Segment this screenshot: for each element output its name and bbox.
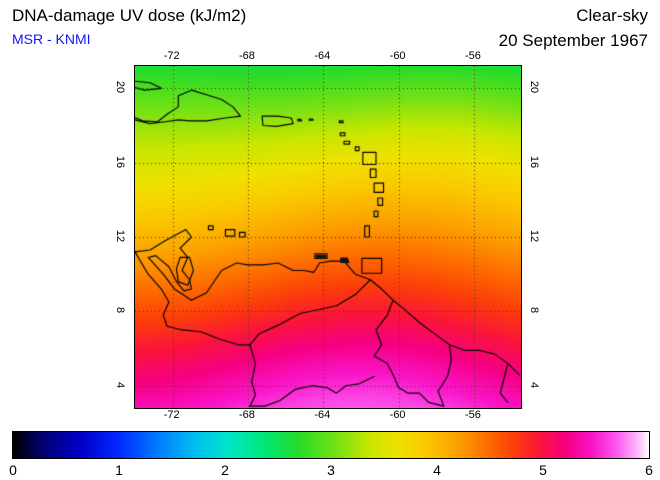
y-tick-left-1: 16 — [114, 155, 126, 168]
y-tick-left-2: 12 — [114, 229, 126, 243]
y-tick-left-0: 20 — [114, 81, 126, 94]
y-tick-right-0: 20 — [528, 81, 540, 94]
x-tick-top-4: -56 — [464, 50, 481, 62]
x-tick-bottom-1: -68 — [239, 409, 255, 421]
y-tick-right-2: 12 — [528, 229, 540, 243]
page-title: DNA-damage UV dose (kJ/m2) — [12, 6, 247, 25]
date-label: 20 September 1967 — [498, 31, 648, 50]
grid-overlay — [135, 66, 521, 408]
x-tick-bottom-4: -56 — [464, 409, 481, 421]
colorbar-tick-2: 2 — [221, 462, 229, 478]
x-tick-top-3: -60 — [389, 50, 406, 62]
y-tick-left-3: 8 — [114, 307, 126, 314]
colorbar-tick-4: 4 — [433, 462, 441, 478]
condition-label: Clear-sky — [576, 6, 648, 25]
colorbar-tick-0: 0 — [9, 462, 17, 478]
x-tick-bottom-3: -60 — [389, 409, 406, 421]
y-tick-right-3: 8 — [528, 307, 540, 314]
colorbar-tick-6: 6 — [645, 462, 653, 478]
x-tick-top-2: -64 — [314, 50, 331, 62]
colorbar-gradient — [13, 432, 649, 458]
y-tick-left-4: 4 — [114, 381, 126, 388]
x-tick-bottom-2: -64 — [314, 409, 331, 421]
x-tick-top-1: -68 — [239, 50, 255, 62]
colorbar-tick-3: 3 — [327, 462, 335, 478]
colorbar — [12, 431, 650, 459]
x-tick-top-0: -72 — [163, 50, 180, 62]
source-label: MSR - KNMI — [12, 31, 91, 47]
colorbar-tick-1: 1 — [115, 462, 123, 478]
y-tick-right-4: 4 — [528, 381, 540, 388]
map-plot-area — [134, 65, 522, 409]
colorbar-tick-5: 5 — [539, 462, 547, 478]
y-tick-right-1: 16 — [528, 155, 540, 168]
x-tick-bottom-0: -72 — [163, 409, 180, 421]
